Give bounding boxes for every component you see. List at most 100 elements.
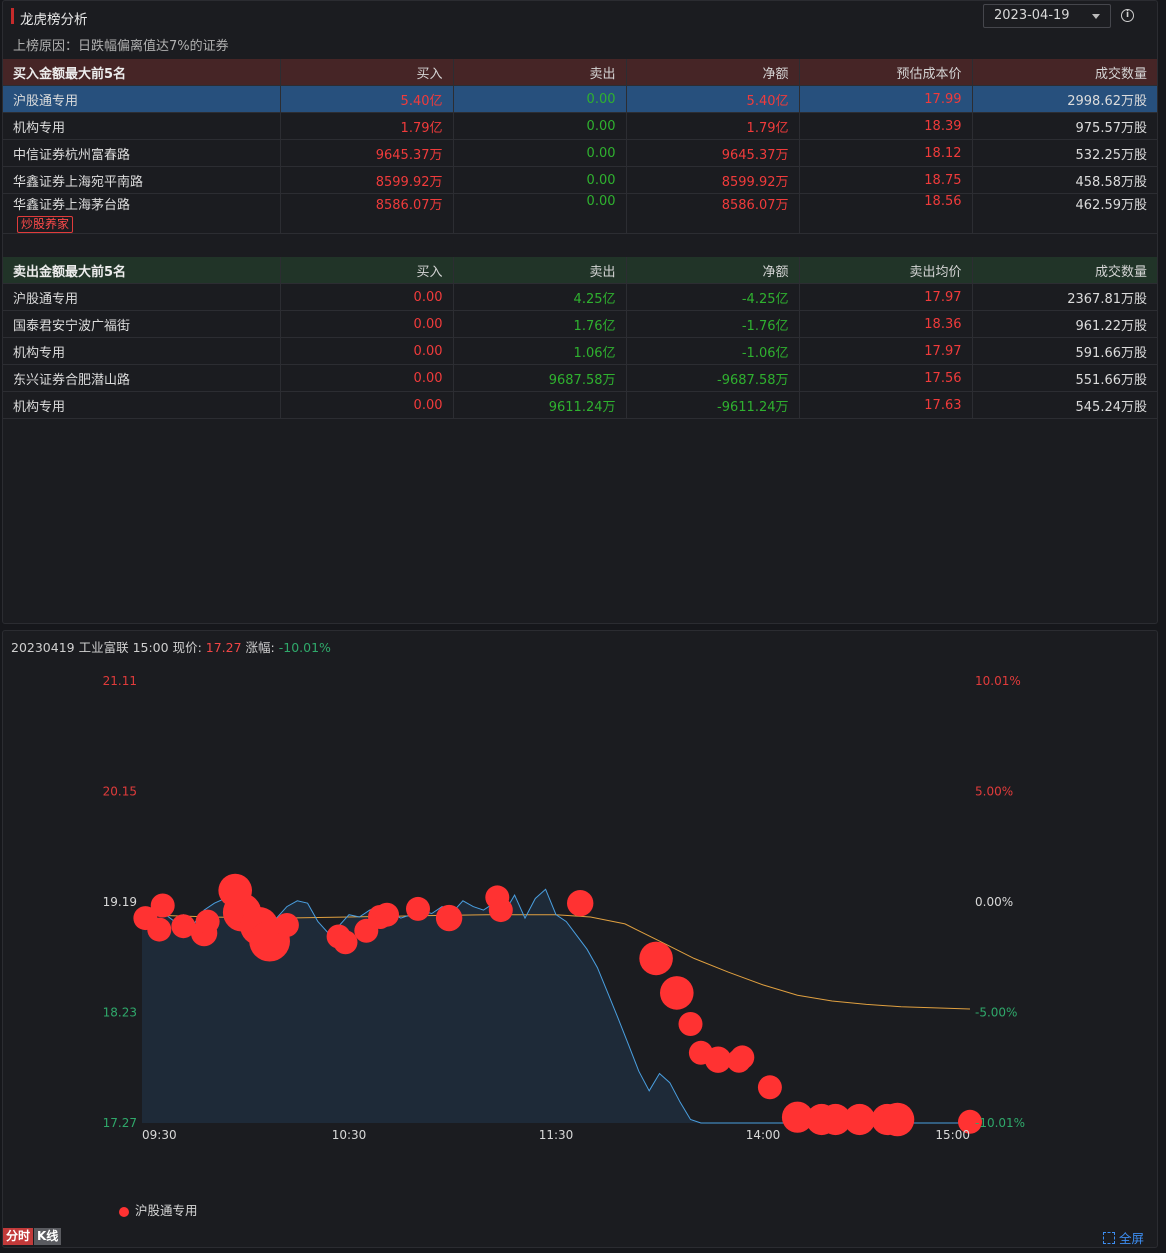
sell-amount: 1.76亿	[453, 310, 627, 338]
listing-reason: 上榜原因：日跌幅偏离值达7%的证券	[13, 39, 229, 54]
net-amount: -9611.24万	[626, 391, 800, 419]
legend-dot-icon	[119, 1206, 129, 1217]
avg-sell-price: 18.36	[799, 310, 973, 338]
y-tick-label: 19.19	[103, 895, 137, 909]
broker-name: 机构专用	[3, 337, 281, 365]
trade-marker	[704, 1046, 732, 1073]
intraday-chart-panel: 20230419 工业富联 15:00 现价: 17.27 涨幅: -10.01…	[2, 630, 1158, 1248]
trade-marker	[567, 890, 594, 917]
table-header-row: 买入金额最大前5名 买入 卖出 净额 预估成本价 成交数量	[3, 59, 1157, 86]
volume: 458.58万股	[972, 166, 1157, 194]
trader-tag[interactable]: 炒股养家	[17, 216, 74, 233]
tab-fenshi[interactable]: 分时	[3, 1228, 34, 1245]
net-amount: -4.25亿	[626, 283, 800, 311]
broker-name: 华鑫证券上海茅台路	[13, 198, 131, 213]
broker-name: 国泰君安宁波广福街	[3, 310, 281, 338]
avg-price-line	[141, 914, 971, 1010]
table-row[interactable]: 东兴证券合肥潜山路 0.00 9687.58万 -9687.58万 17.56 …	[3, 364, 1157, 392]
avg-sell-price: 17.56	[799, 364, 973, 392]
trade-marker	[660, 976, 694, 1010]
trade-marker	[488, 898, 513, 923]
y-tick-label: 17.27	[103, 1116, 137, 1130]
col-header: 卖出	[453, 59, 627, 86]
chart-legend[interactable]: 沪股通专用	[119, 1200, 198, 1219]
y-tick-label: 21.11	[103, 674, 137, 688]
info-icon[interactable]: i	[1121, 9, 1134, 22]
x-tick-label: 10:30	[332, 1128, 367, 1142]
volume: 975.57万股	[972, 112, 1157, 140]
date-value: 2023-04-19	[994, 8, 1070, 23]
lhb-panel: 龙虎榜分析 2023-04-19 i 上榜原因：日跌幅偏离值达7%的证券 买入金…	[2, 0, 1158, 624]
table-row[interactable]: 机构专用 1.79亿 0.00 1.79亿 18.39 975.57万股	[3, 112, 1157, 140]
intraday-chart[interactable]: 21.11 20.15 19.19 18.23 17.27 10.01% 5.00% 0.00…	[3, 659, 1157, 1219]
chart-info-line: 20230419 工业富联 15:00 现价: 17.27 涨幅: -10.01…	[11, 637, 331, 656]
chevron-down-icon	[1092, 14, 1100, 19]
net-amount: 8586.07万	[626, 193, 800, 234]
x-tick-label: 09:30	[142, 1128, 177, 1142]
page-title: 龙虎榜分析	[20, 12, 88, 28]
date-select[interactable]: 2023-04-19	[983, 4, 1111, 28]
change-percent: -10.01%	[278, 640, 331, 655]
buy-top5-table: 买入金额最大前5名 买入 卖出 净额 预估成本价 成交数量 沪股通专用 5.40…	[3, 59, 1157, 234]
trade-marker	[274, 913, 299, 937]
x-tick-label: 14:00	[746, 1128, 781, 1142]
net-amount: 5.40亿	[626, 85, 800, 113]
fullscreen-button[interactable]: 全屏	[1103, 1228, 1144, 1247]
net-amount: 9645.37万	[626, 139, 800, 167]
trade-marker	[730, 1045, 755, 1070]
trade-marker	[171, 914, 196, 939]
avg-sell-price: 17.97	[799, 283, 973, 311]
table-row[interactable]: 华鑫证券上海宛平南路 8599.92万 0.00 8599.92万 18.75 …	[3, 166, 1157, 194]
legend-label: 沪股通专用	[135, 1203, 198, 1218]
table-header-row: 卖出金额最大前5名 买入 卖出 净额 卖出均价 成交数量	[3, 257, 1157, 284]
chart-info-prefix: 20230419 工业富联 15:00 现价:	[11, 640, 202, 655]
trade-marker	[958, 1109, 982, 1134]
col-header: 买入金额最大前5名	[3, 59, 281, 86]
tab-kline[interactable]: K线	[34, 1228, 62, 1245]
volume: 2367.81万股	[972, 283, 1157, 311]
sell-top5-table: 卖出金额最大前5名 买入 卖出 净额 卖出均价 成交数量 沪股通专用 0.00 …	[3, 257, 1157, 419]
broker-name: 华鑫证券上海宛平南路	[3, 166, 281, 194]
net-amount: 1.79亿	[626, 112, 800, 140]
cost-price: 18.75	[799, 166, 973, 194]
trade-marker	[757, 1075, 782, 1100]
sell-amount: 0.00	[453, 193, 627, 234]
buy-amount: 1.79亿	[280, 112, 454, 140]
col-header: 预估成本价	[799, 59, 973, 86]
table-row[interactable]: 机构专用 0.00 9611.24万 -9611.24万 17.63 545.2…	[3, 391, 1157, 419]
y-tick-label: 18.23	[103, 1006, 137, 1020]
trade-marker	[333, 930, 358, 955]
volume: 551.66万股	[972, 364, 1157, 392]
buy-amount: 5.40亿	[280, 85, 454, 113]
net-amount: -1.06亿	[626, 337, 800, 365]
volume: 545.24万股	[972, 391, 1157, 419]
trade-marker	[880, 1102, 915, 1137]
sell-amount: 9611.24万	[453, 391, 627, 419]
trade-marker	[844, 1103, 876, 1136]
net-amount: 8599.92万	[626, 166, 800, 194]
col-header: 成交数量	[972, 257, 1157, 284]
net-amount: -1.76亿	[626, 310, 800, 338]
sell-amount: 0.00	[453, 139, 627, 167]
y-pct-tick-label: -5.00%	[975, 1006, 1017, 1020]
trade-marker	[150, 893, 175, 918]
table-row[interactable]: 沪股通专用 0.00 4.25亿 -4.25亿 17.97 2367.81万股	[3, 283, 1157, 311]
sell-amount: 0.00	[453, 112, 627, 140]
title-bar: 龙虎榜分析 2023-04-19 i	[3, 1, 1157, 31]
table-row[interactable]: 沪股通专用 5.40亿 0.00 5.40亿 17.99 2998.62万股	[3, 85, 1157, 113]
trade-marker	[147, 917, 172, 942]
col-header: 净额	[626, 59, 800, 86]
table-row[interactable]: 机构专用 0.00 1.06亿 -1.06亿 17.97 591.66万股	[3, 337, 1157, 365]
trade-marker	[678, 1012, 703, 1036]
col-header: 成交数量	[972, 59, 1157, 86]
trade-marker	[639, 941, 673, 976]
table-row[interactable]: 华鑫证券上海茅台路 炒股养家 8586.07万 0.00 8586.07万 18…	[3, 193, 1157, 234]
sell-amount: 4.25亿	[453, 283, 627, 311]
broker-name: 沪股通专用	[3, 283, 281, 311]
col-header: 买入	[280, 59, 454, 86]
y-pct-tick-label: 10.01%	[975, 674, 1021, 688]
table-row[interactable]: 国泰君安宁波广福街 0.00 1.76亿 -1.76亿 18.36 961.22…	[3, 310, 1157, 338]
buy-amount: 0.00	[280, 364, 454, 392]
broker-name: 机构专用	[3, 112, 281, 140]
table-row[interactable]: 中信证券杭州富春路 9645.37万 0.00 9645.37万 18.12 5…	[3, 139, 1157, 167]
